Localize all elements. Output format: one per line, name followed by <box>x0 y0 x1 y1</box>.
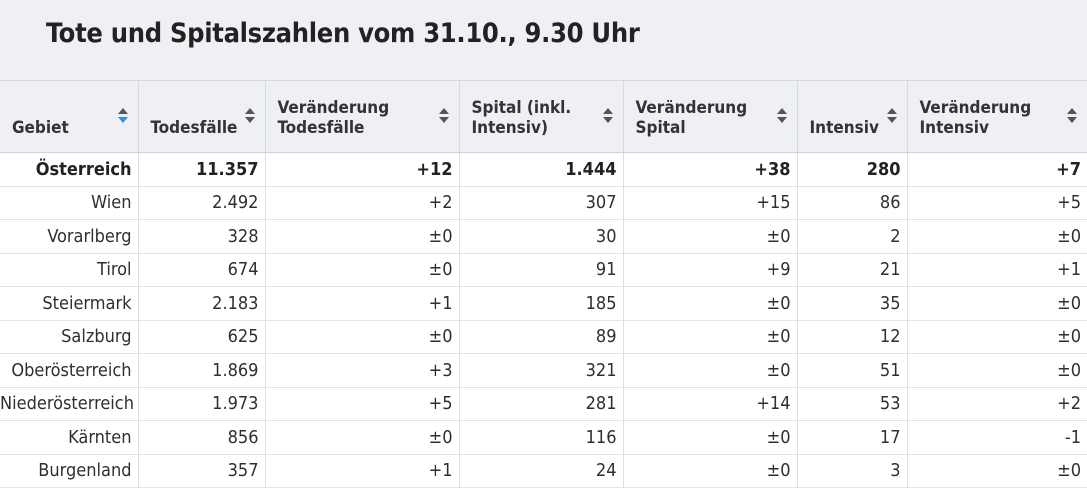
table-cell: 53 <box>797 387 908 421</box>
table-cell: ±0 <box>265 420 460 455</box>
column-header-spital[interactable]: Spital (inkl. Intensiv) <box>459 80 624 153</box>
table-cell: ±0 <box>907 454 1087 488</box>
column-header-veraenderung-spital[interactable]: Veränderung Spital <box>623 80 798 153</box>
table-row: Vorarlberg 328 ±0 30 ±0 2 ±0 <box>0 219 1087 254</box>
table-cell-region: Niederösterreich <box>0 387 139 421</box>
table-cell: 17 <box>797 420 908 455</box>
sort-icon[interactable] <box>244 108 255 124</box>
table-cell: ±0 <box>265 253 460 287</box>
table-cell-region: Burgenland <box>0 454 139 488</box>
table-cell: 1.444 <box>459 152 624 187</box>
table-cell: +1 <box>265 286 460 321</box>
table-cell-region: Tirol <box>0 253 139 287</box>
table-cell: ±0 <box>623 420 798 455</box>
table-cell: +12 <box>265 152 460 187</box>
table-cell: 12 <box>797 320 908 354</box>
table-cell: 280 <box>797 152 908 187</box>
table-row: Steiermark 2.183 +1 185 ±0 35 ±0 <box>0 286 1087 321</box>
table-cell: +14 <box>623 387 798 421</box>
page-title: Tote und Spitalszahlen vom 31.10., 9.30 … <box>46 18 640 49</box>
table-row-total: Österreich 11.357 +12 1.444 +38 280 +7 <box>0 152 1087 187</box>
table-cell: 856 <box>138 420 266 455</box>
table-cell: +1 <box>265 454 460 488</box>
column-header-todesfaelle[interactable]: Todesfälle <box>138 80 266 153</box>
table-cell-region: Vorarlberg <box>0 219 139 254</box>
table-cell-region: Salzburg <box>0 320 139 354</box>
sort-icon[interactable] <box>438 108 449 124</box>
table-cell: 307 <box>459 186 624 220</box>
table-cell: +9 <box>623 253 798 287</box>
table-cell: 11.357 <box>138 152 266 187</box>
table-cell: 321 <box>459 353 624 388</box>
column-header-gebiet[interactable]: Gebiet <box>0 80 139 153</box>
column-header-intensiv[interactable]: Intensiv <box>797 80 908 153</box>
table-cell: ±0 <box>623 454 798 488</box>
table-cell: ±0 <box>623 219 798 254</box>
table-cell-region: Wien <box>0 186 139 220</box>
table-cell: +7 <box>907 152 1087 187</box>
table-cell-region: Oberösterreich <box>0 353 139 388</box>
table-cell: 1.869 <box>138 353 266 388</box>
table-cell: ±0 <box>623 353 798 388</box>
column-header-veraenderung-intensiv[interactable]: Veränderung Intensiv <box>907 80 1087 153</box>
table-row: Oberösterreich 1.869 +3 321 ±0 51 ±0 <box>0 353 1087 388</box>
data-table: Gebiet Todesfälle Veränderung Todesfälle… <box>0 80 1087 488</box>
table-cell: ±0 <box>907 286 1087 321</box>
table-cell: ±0 <box>907 353 1087 388</box>
table-row: Salzburg 625 ±0 89 ±0 12 ±0 <box>0 320 1087 354</box>
table-row: Niederösterreich 1.973 +5 281 +14 53 +2 <box>0 387 1087 421</box>
table-row: Kärnten 856 ±0 116 ±0 17 -1 <box>0 420 1087 455</box>
table-cell: 24 <box>459 454 624 488</box>
table-cell: 30 <box>459 219 624 254</box>
table-cell-region: Österreich <box>0 152 139 187</box>
table-row: Burgenland 357 +1 24 ±0 3 ±0 <box>0 454 1087 488</box>
table-cell: 86 <box>797 186 908 220</box>
table-cell: 3 <box>797 454 908 488</box>
table-cell: ±0 <box>265 320 460 354</box>
sort-icon[interactable] <box>117 108 128 124</box>
table-cell: +38 <box>623 152 798 187</box>
table-cell: 21 <box>797 253 908 287</box>
table-cell: 91 <box>459 253 624 287</box>
sort-icon[interactable] <box>602 108 613 124</box>
table-cell: ±0 <box>907 219 1087 254</box>
table-cell-region: Kärnten <box>0 420 139 455</box>
table-cell: -1 <box>907 420 1087 455</box>
table-cell: +1 <box>907 253 1087 287</box>
table-cell: ±0 <box>265 219 460 254</box>
table-cell: 2.183 <box>138 286 266 321</box>
table-cell-region: Steiermark <box>0 286 139 321</box>
table-cell: 281 <box>459 387 624 421</box>
table-cell: +5 <box>907 186 1087 220</box>
table-row: Wien 2.492 +2 307 +15 86 +5 <box>0 186 1087 220</box>
table-cell: 674 <box>138 253 266 287</box>
table-cell: 357 <box>138 454 266 488</box>
table-cell: 51 <box>797 353 908 388</box>
table-cell: 2.492 <box>138 186 266 220</box>
table-header-row: Gebiet Todesfälle Veränderung Todesfälle… <box>0 80 1087 153</box>
table-cell: 116 <box>459 420 624 455</box>
table-cell: +3 <box>265 353 460 388</box>
table-cell: 625 <box>138 320 266 354</box>
table-cell: ±0 <box>623 320 798 354</box>
table-row: Tirol 674 ±0 91 +9 21 +1 <box>0 253 1087 287</box>
table-cell: 35 <box>797 286 908 321</box>
table-cell: +15 <box>623 186 798 220</box>
table-cell: +2 <box>265 186 460 220</box>
column-header-veraenderung-todesfaelle[interactable]: Veränderung Todesfälle <box>265 80 460 153</box>
sort-icon[interactable] <box>1067 108 1077 124</box>
sort-icon[interactable] <box>886 108 897 124</box>
table-cell: 89 <box>459 320 624 354</box>
table-cell: ±0 <box>623 286 798 321</box>
table-cell: +5 <box>265 387 460 421</box>
table-cell: 328 <box>138 219 266 254</box>
sort-icon[interactable] <box>776 108 787 124</box>
table-cell: +2 <box>907 387 1087 421</box>
table-cell: 1.973 <box>138 387 266 421</box>
table-cell: ±0 <box>907 320 1087 354</box>
title-bar: Tote und Spitalszahlen vom 31.10., 9.30 … <box>0 0 1087 80</box>
table-cell: 185 <box>459 286 624 321</box>
table-cell: 2 <box>797 219 908 254</box>
